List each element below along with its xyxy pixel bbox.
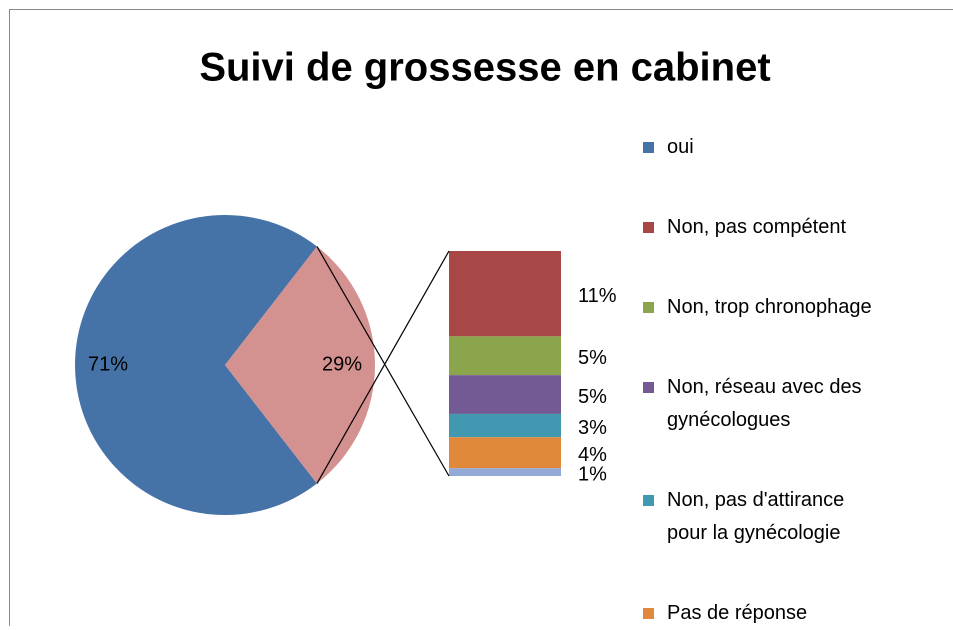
legend-label: oui (667, 131, 883, 164)
legend-item: Non, pas d'attirance pour la gynécologie (643, 484, 883, 550)
pie-label: 71% (88, 353, 128, 375)
legend-swatch (643, 222, 654, 233)
legend-label: Non, réseau avec des gynécologues (667, 371, 883, 437)
bar-label: 5% (578, 386, 607, 408)
bar-segment (449, 414, 561, 437)
legend-item: Pas de réponse (643, 597, 883, 630)
bar-label: 3% (578, 417, 607, 439)
bar-segment (449, 251, 561, 336)
legend-label: Non, pas compétent (667, 211, 883, 244)
chart-title: Suivi de grossesse en cabinet (199, 46, 770, 90)
legend-item: Non, réseau avec des gynécologues (643, 371, 883, 437)
legend-swatch (643, 382, 654, 393)
legend-item: oui (643, 131, 883, 164)
bar-segment (449, 468, 561, 476)
legend-label: Non, trop chronophage (667, 291, 883, 324)
legend-item: Non, trop chronophage (643, 291, 883, 324)
legend-swatch (643, 608, 654, 619)
legend-swatch (643, 142, 654, 153)
bar-segment (449, 375, 561, 414)
bar-segment (449, 437, 561, 468)
bar-segment (449, 336, 561, 375)
bar-label: 5% (578, 347, 607, 369)
bar-label: 11% (578, 285, 617, 307)
legend-swatch (643, 495, 654, 506)
legend-swatch (643, 302, 654, 313)
pie-label: 29% (322, 353, 362, 375)
bar-label: 1% (578, 463, 607, 485)
legend-label: Non, pas d'attirance pour la gynécologie (667, 484, 883, 550)
legend-item: Non, pas compétent (643, 211, 883, 244)
legend-label: Pas de réponse (667, 597, 883, 630)
